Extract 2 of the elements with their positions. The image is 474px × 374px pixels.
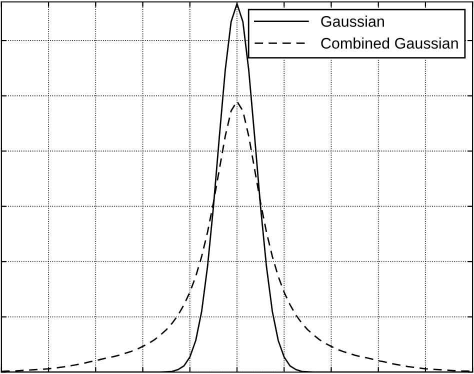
legend-label: Combined Gaussian [321, 38, 458, 49]
legend-label: Gaussian [321, 16, 384, 27]
